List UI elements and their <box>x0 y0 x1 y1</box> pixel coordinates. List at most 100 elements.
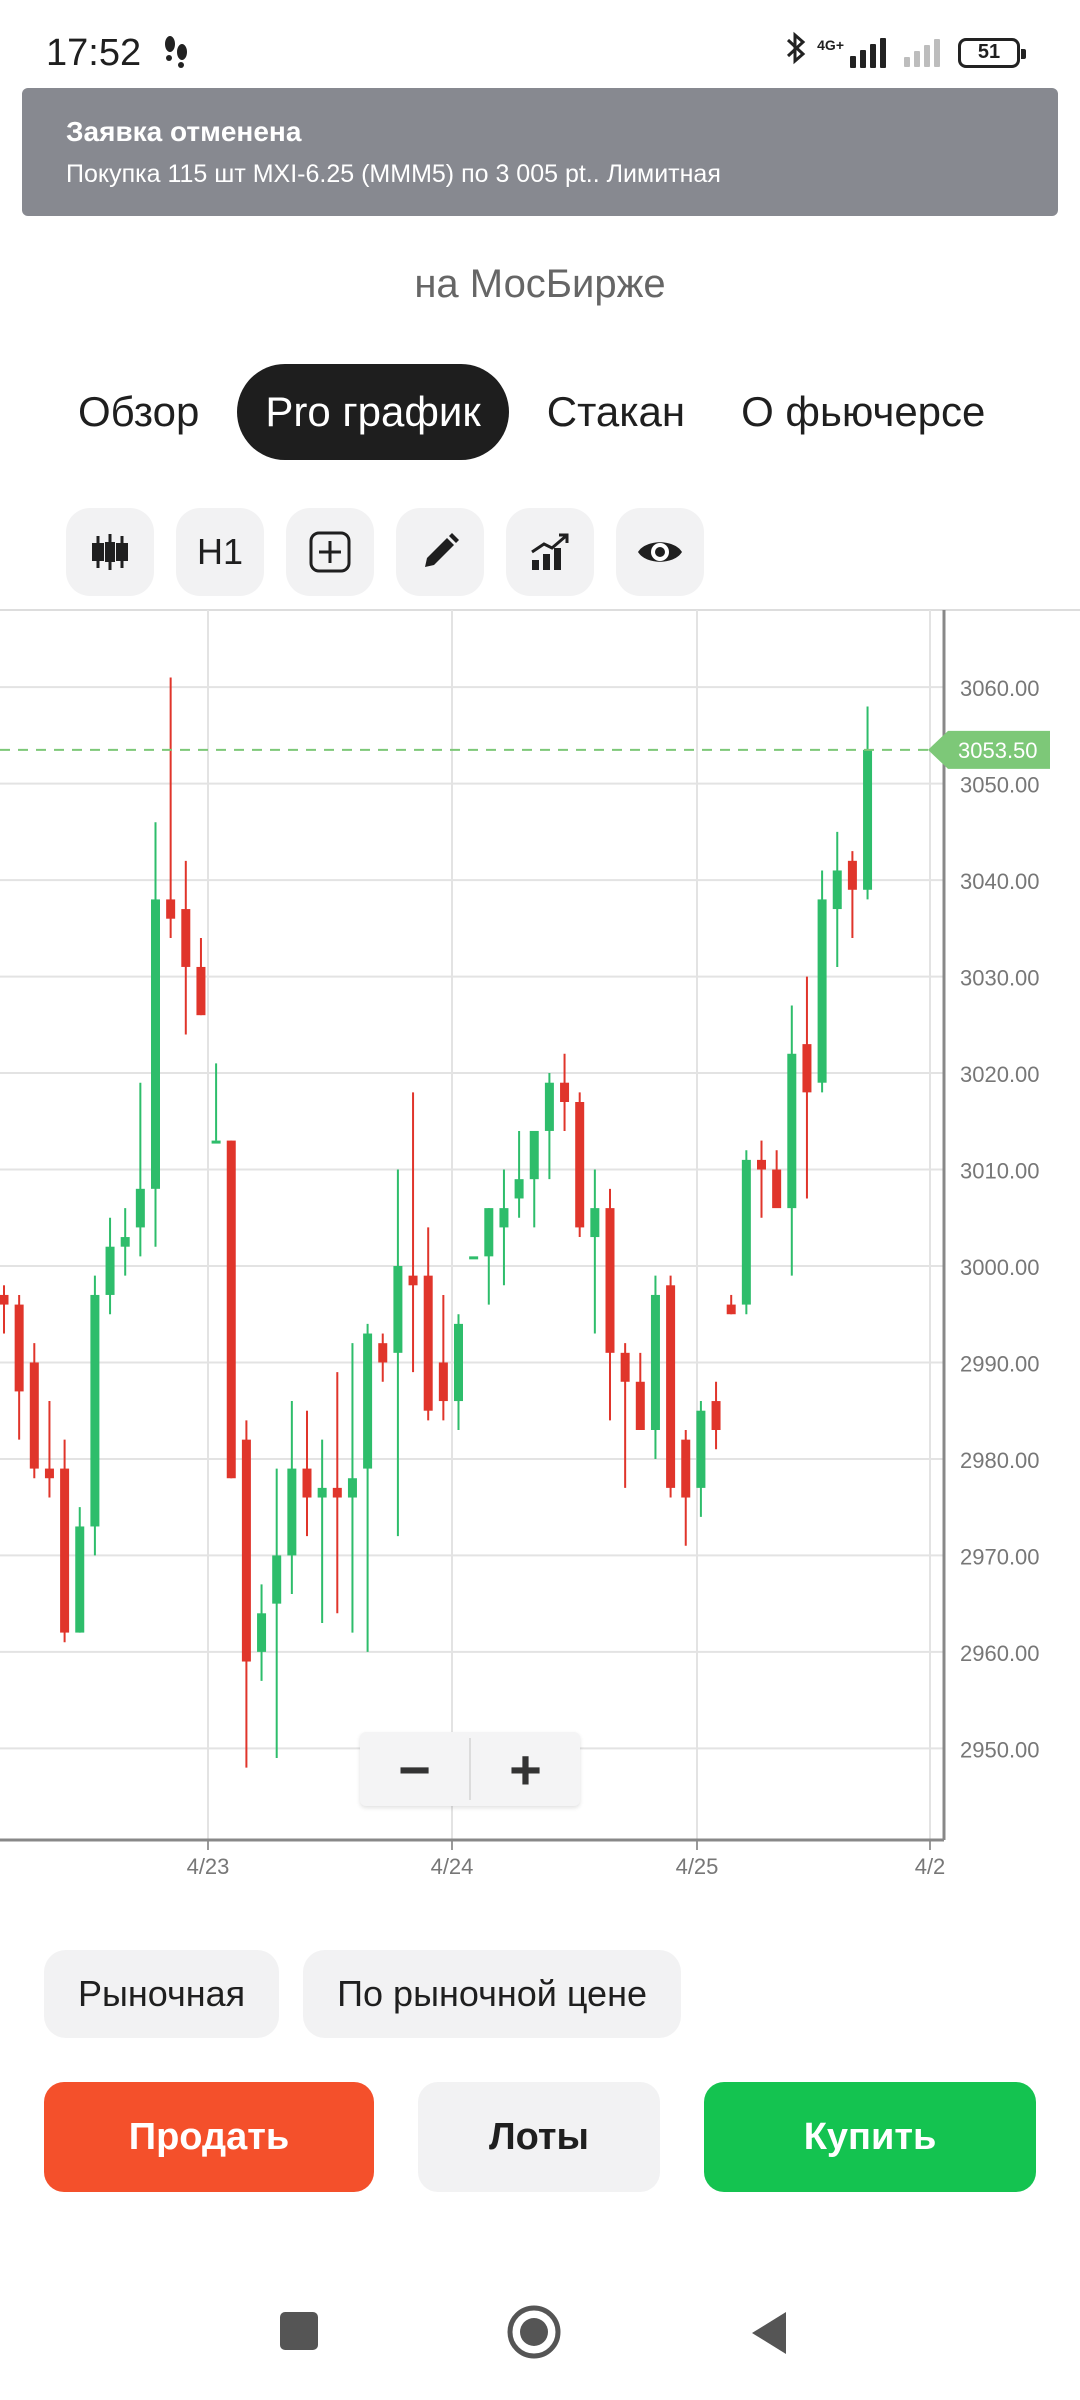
candle-body <box>105 1246 115 1295</box>
pencil-icon[interactable] <box>396 508 484 596</box>
lots-button[interactable]: Лоты <box>418 2082 660 2192</box>
candle-body <box>681 1439 691 1498</box>
candle-body <box>499 1208 509 1228</box>
candle-body <box>166 899 176 919</box>
candle-body <box>711 1401 721 1430</box>
exchange-label: на МосБирже <box>414 262 666 306</box>
candle-body <box>620 1352 630 1382</box>
candle-body <box>529 1130 539 1180</box>
candle-body <box>757 1159 766 1170</box>
toast-message: Покупка 115 шт MXI-6.25 (MMM5) по 3 005 … <box>66 160 721 188</box>
candle-body <box>226 1140 236 1479</box>
x-tick-label: 4/23 <box>187 1854 230 1879</box>
candle-body <box>241 1439 251 1662</box>
candle-body <box>802 1044 812 1093</box>
candle-body <box>726 1304 736 1315</box>
zoom-in-button[interactable]: + <box>509 1737 542 1801</box>
y-tick-label: 3020.00 <box>960 1062 1040 1087</box>
back-icon[interactable] <box>748 2310 790 2361</box>
candle-body <box>484 1208 494 1257</box>
timeframe-button[interactable]: H1 <box>176 508 264 596</box>
y-tick-label: 2960.00 <box>960 1641 1040 1666</box>
eye-icon[interactable] <box>616 508 704 596</box>
candle-body <box>575 1102 585 1228</box>
add-indicator-icon[interactable] <box>286 508 374 596</box>
candle-body <box>696 1410 706 1488</box>
candle-body <box>75 1526 85 1633</box>
candle-body <box>181 909 191 967</box>
price-chart[interactable]: 3060.00 3050.00 3040.00 3030.00 3020.00 3010.… <box>0 604 1080 1894</box>
tab-order-book[interactable]: Стакан <box>546 388 686 435</box>
candle-body <box>544 1082 554 1131</box>
footsteps-icon <box>158 34 192 73</box>
candle-body <box>272 1555 282 1604</box>
candle-body <box>287 1468 297 1556</box>
candle-body <box>832 870 842 910</box>
order-cancel-toast[interactable]: Заявка отменена Покупка 115 шт MXI-6.25 … <box>22 88 1058 216</box>
x-tick-label: 4/24 <box>431 1854 474 1879</box>
y-tick-label: 3030.00 <box>960 966 1040 991</box>
candle-body <box>347 1478 357 1498</box>
candle-body <box>393 1266 403 1353</box>
candle-body <box>423 1275 433 1411</box>
candle-body <box>635 1381 645 1430</box>
candle-body <box>317 1487 327 1498</box>
x-tick-label: 4/25 <box>676 1854 719 1879</box>
status-time: 17:52 <box>46 32 142 74</box>
y-tick-label: 2950.00 <box>960 1737 1040 1762</box>
candlestick-icon[interactable] <box>66 508 154 596</box>
candle-body <box>408 1275 418 1286</box>
candle-body <box>257 1613 267 1652</box>
candle-body <box>120 1237 130 1247</box>
candle-body <box>469 1256 479 1260</box>
tab-about-futures[interactable]: О фьючерсе <box>741 388 986 435</box>
y-tick-label: 2990.00 <box>960 1351 1040 1376</box>
buy-button[interactable]: Купить <box>704 2082 1036 2192</box>
recent-apps-icon[interactable] <box>278 2310 320 2357</box>
y-tick-label: 3050.00 <box>960 773 1040 798</box>
market-order-chip[interactable]: Рыночная <box>44 1950 280 2038</box>
x-tick-label: 4/2 <box>915 1854 946 1879</box>
candle-body <box>863 749 873 890</box>
candle-body <box>302 1468 312 1498</box>
home-icon[interactable] <box>506 2304 562 2365</box>
candle-body <box>560 1082 570 1102</box>
candle-body <box>438 1362 448 1402</box>
candle-body <box>196 966 206 1016</box>
at-market-price-chip[interactable]: По рыночной цене <box>303 1950 681 2038</box>
candle-body <box>60 1468 70 1633</box>
candle-body <box>0 1294 9 1305</box>
zoom-divider <box>469 1738 471 1800</box>
status-icons: 4G+ 51 <box>785 30 1026 75</box>
zoom-out-button[interactable]: − <box>398 1737 431 1801</box>
y-tick-label: 2970.00 <box>960 1544 1040 1569</box>
candle-body <box>741 1159 751 1305</box>
y-tick-label: 3060.00 <box>960 676 1040 701</box>
candle-body <box>90 1294 100 1527</box>
last-price-label: 3053.50 <box>958 738 1038 763</box>
candle-body <box>44 1468 54 1479</box>
candle-body <box>151 899 160 1189</box>
candle-body <box>378 1343 388 1363</box>
network-type: 4G+ <box>817 36 844 53</box>
candle-body <box>14 1304 24 1392</box>
tab-overview[interactable]: Обзор <box>78 388 200 435</box>
candle-body <box>605 1208 615 1353</box>
chart-growth-icon[interactable] <box>506 508 594 596</box>
candle-body <box>590 1208 600 1238</box>
tab-pro-chart[interactable]: Pro график <box>237 364 509 460</box>
candle-body <box>29 1362 39 1469</box>
y-tick-label: 3040.00 <box>960 869 1040 894</box>
candle-body <box>847 860 857 890</box>
candle-body <box>787 1053 797 1209</box>
y-tick-label: 3000.00 <box>960 1255 1040 1280</box>
candle-body <box>332 1487 342 1498</box>
candle-body <box>211 1140 221 1144</box>
candle-body <box>454 1323 463 1402</box>
battery-icon: 51 <box>958 37 1026 68</box>
sell-button[interactable]: Продать <box>44 2082 374 2192</box>
candle-body <box>666 1285 676 1488</box>
candle-body <box>817 899 827 1083</box>
candle-body <box>135 1188 145 1228</box>
